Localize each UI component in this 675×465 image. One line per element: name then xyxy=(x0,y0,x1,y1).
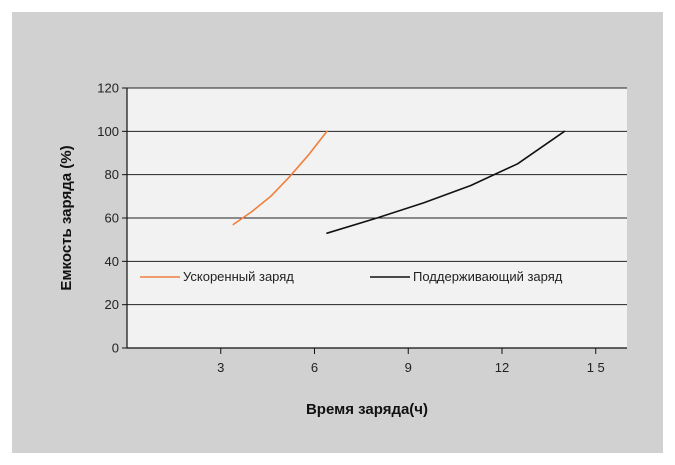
y-tick-label-40: 40 xyxy=(105,254,119,269)
y-tick-label-120: 120 xyxy=(97,81,119,96)
y-tick-label-0: 0 xyxy=(112,341,119,356)
series-line-0 xyxy=(232,130,328,226)
legend-label-fast-charge: Ускоренный заряд xyxy=(183,269,294,284)
x-tick-label-15: 1 5 xyxy=(587,360,605,375)
y-axis-ticks: 0 20 40 60 80 100 120 xyxy=(97,81,127,356)
series-layer xyxy=(232,130,566,234)
chart-panel: 0 20 40 60 80 100 120 3 6 9 12 1 5 Ускоренный заря… xyxy=(12,12,663,453)
series-line-1 xyxy=(326,130,566,234)
legend: Ускоренный заряд Поддерживающий заряд xyxy=(140,269,563,284)
y-tick-label-20: 20 xyxy=(105,297,119,312)
y-tick-label-100: 100 xyxy=(97,124,119,139)
y-tick-label-80: 80 xyxy=(105,167,119,182)
x-tick-label-9: 9 xyxy=(405,360,412,375)
x-tick-label-12: 12 xyxy=(495,360,509,375)
x-tick-label-3: 3 xyxy=(217,360,224,375)
x-tick-label-6: 6 xyxy=(311,360,318,375)
y-axis-title: Емкость заряда (%) xyxy=(58,145,75,290)
x-axis-title: Время заряда(ч) xyxy=(306,401,428,418)
x-axis-ticks: 3 6 9 12 1 5 xyxy=(217,348,605,375)
line-chart: 0 20 40 60 80 100 120 3 6 9 12 1 5 Ускоренный заря… xyxy=(58,81,627,418)
y-tick-label-60: 60 xyxy=(105,211,119,226)
legend-label-float-charge: Поддерживающий заряд xyxy=(413,269,563,284)
